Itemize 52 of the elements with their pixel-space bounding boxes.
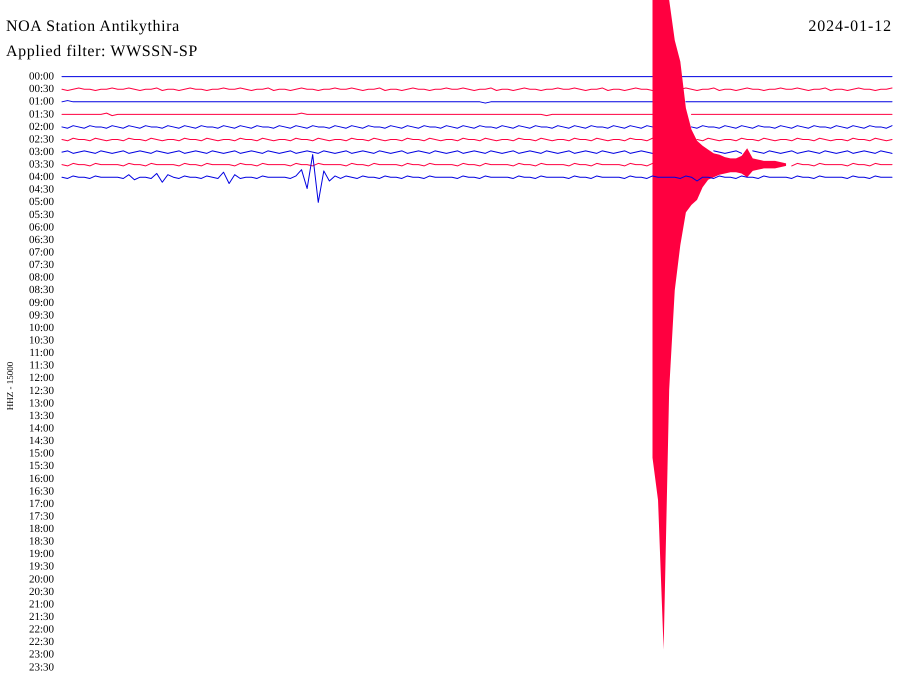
y-tick-label: 15:30 [28, 460, 54, 472]
y-tick-label: 22:30 [28, 636, 54, 648]
y-tick-label: 03:30 [28, 158, 54, 171]
y-tick-label: 04:30 [28, 184, 54, 196]
y-tick-label: 08:00 [28, 272, 54, 284]
y-tick-label: 08:30 [28, 284, 54, 296]
y-tick-label: 00:00 [28, 70, 54, 83]
y-tick-label: 12:00 [28, 372, 54, 384]
y-tick-label: 14:00 [28, 422, 54, 434]
y-tick-label: 09:30 [28, 309, 54, 322]
y-tick-label: 19:30 [28, 560, 54, 573]
y-tick-label: 18:30 [28, 536, 54, 548]
y-tick-label: 01:00 [28, 96, 54, 108]
y-tick-label: 13:00 [28, 397, 54, 410]
y-tick-label: 13:30 [28, 410, 54, 422]
y-tick-label: 04:00 [28, 171, 54, 184]
y-tick-label: 15:00 [28, 448, 54, 460]
y-tick-label: 00:30 [28, 83, 54, 96]
y-tick-label: 07:00 [28, 246, 54, 259]
text: Applied filter: WWSSN-SP [6, 43, 198, 61]
y-tick-label: 10:00 [28, 322, 54, 334]
y-tick-label: 10:30 [28, 334, 54, 347]
y-tick-label: 09:00 [28, 296, 54, 309]
y-tick-label: 07:30 [28, 259, 54, 272]
text: NOA Station Antikythira [6, 18, 180, 36]
y-tick-label: 02:00 [28, 120, 54, 133]
y-tick-label: 11:30 [29, 360, 54, 372]
y-tick-label: 01:30 [28, 108, 54, 120]
y-tick-label: 17:00 [28, 498, 54, 510]
y-tick-label: 06:00 [28, 221, 54, 234]
y-tick-label: 05:30 [28, 208, 54, 221]
y-tick-label: 02:30 [28, 133, 54, 146]
y-tick-label: 21:30 [28, 611, 54, 624]
y-tick-label: 23:30 [28, 661, 54, 674]
y-tick-label: 14:30 [28, 435, 54, 448]
annotation: 2024-01-12 [808, 18, 892, 36]
y-tick-label: 16:00 [28, 472, 54, 485]
y-tick-label: 03:00 [28, 146, 54, 158]
y-tick-label: 17:30 [28, 510, 54, 522]
y-axis-title: HHZ - 15000 [5, 362, 15, 410]
y-tick-label: 21:00 [28, 598, 54, 610]
y-tick-label: 11:00 [29, 347, 54, 360]
y-tick-label: 05:00 [28, 196, 54, 208]
y-tick-label: 20:00 [28, 573, 54, 586]
y-tick-label: 18:00 [28, 523, 54, 536]
y-tick-label: 22:00 [28, 624, 54, 636]
y-tick-label: 20:30 [28, 586, 54, 598]
y-tick-label: 19:00 [28, 548, 54, 560]
y-tick-label: 23:00 [28, 648, 54, 661]
y-tick-label: 16:30 [28, 485, 54, 498]
y-tick-label: 12:30 [28, 384, 54, 397]
y-tick-label: 06:30 [28, 234, 54, 246]
